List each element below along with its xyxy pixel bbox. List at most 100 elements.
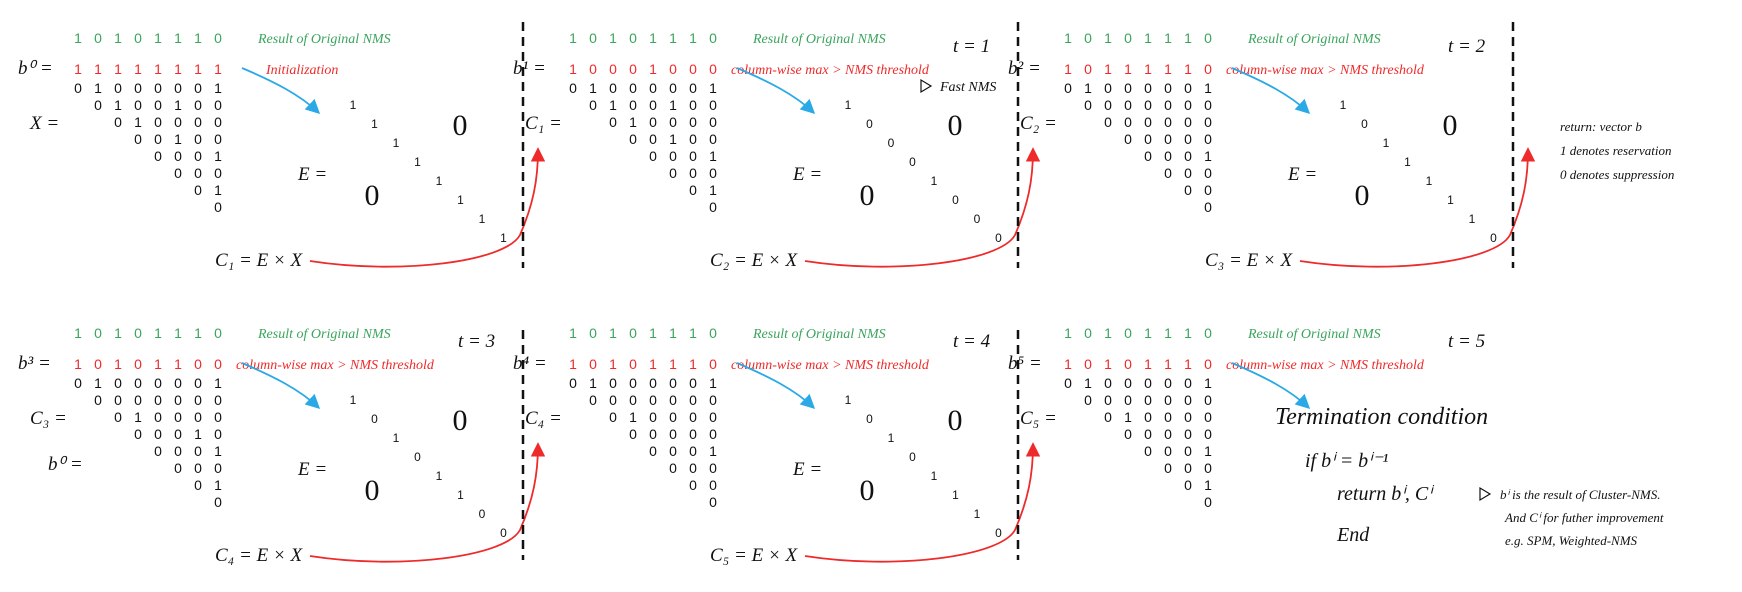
matrix-cell: 0 <box>1124 131 1132 147</box>
original-nms-digit: 1 <box>1144 30 1152 46</box>
original-nms-digit: 1 <box>74 30 82 46</box>
b-vector-digit: 1 <box>1184 356 1192 372</box>
matrix-cell: 1 <box>1204 477 1212 493</box>
b-vector-digit: 1 <box>154 356 162 372</box>
e-label: E = <box>792 164 822 185</box>
matrix-cell: 0 <box>689 131 697 147</box>
original-nms-digit: 1 <box>669 325 677 341</box>
matrix-cell: 0 <box>134 131 142 147</box>
matrix-cell: 0 <box>114 114 122 130</box>
e-lower-zero: 0 <box>860 474 875 507</box>
matrix-cell: 1 <box>1084 80 1092 96</box>
b-vector-digit: 1 <box>94 61 102 77</box>
matrix-cell: 1 <box>609 97 617 113</box>
blue-arrow <box>736 362 816 409</box>
matrix-cell: 0 <box>154 131 162 147</box>
matrix-cell: 0 <box>154 426 162 442</box>
original-nms-digit: 1 <box>154 30 162 46</box>
matrix-cell: 0 <box>114 409 122 425</box>
matrix-label: C₄ = <box>525 408 562 429</box>
e-diagonal-cell: 1 <box>393 431 400 445</box>
matrix-cell: 0 <box>114 375 122 391</box>
blue-arrow <box>241 362 321 409</box>
matrix-cell: 0 <box>1084 392 1092 408</box>
c-formula: C₄ = E × X <box>215 545 304 566</box>
original-nms-digit: 1 <box>609 30 617 46</box>
original-nms-digit: 1 <box>1064 30 1072 46</box>
matrix-cell: 0 <box>709 97 717 113</box>
matrix-cell: 0 <box>689 97 697 113</box>
matrix-cell: 0 <box>669 392 677 408</box>
e-diagonal-cell: 1 <box>393 136 400 150</box>
matrix-cell: 0 <box>174 409 182 425</box>
e-upper-zero: 0 <box>453 109 468 142</box>
matrix-cell: 0 <box>709 199 717 215</box>
matrix-cell: 0 <box>154 148 162 164</box>
matrix-cell: 0 <box>609 80 617 96</box>
e-diagonal-cell: 1 <box>371 117 378 131</box>
side-note-line: 0 denotes suppression <box>1560 167 1674 182</box>
matrix-cell: 1 <box>1204 443 1212 459</box>
original-nms-digit: 1 <box>1164 30 1172 46</box>
original-nms-digit: 1 <box>174 325 182 341</box>
original-nms-digit: 1 <box>649 325 657 341</box>
matrix-cell: 0 <box>174 148 182 164</box>
matrix-cell: 0 <box>154 375 162 391</box>
b-vector-digit: 1 <box>194 61 202 77</box>
e-diagonal-cell: 1 <box>436 174 443 188</box>
e-lower-zero: 0 <box>365 474 380 507</box>
matrix-cell: 0 <box>74 375 82 391</box>
b-vector-digit: 0 <box>194 356 202 372</box>
e-diagonal-cell: 1 <box>1404 155 1411 169</box>
matrix-cell: 1 <box>1204 375 1212 391</box>
b-vector-digit: 0 <box>1204 356 1212 372</box>
b-vector-digit: 1 <box>1164 356 1172 372</box>
b-vector-digit: 1 <box>569 356 577 372</box>
b-vector-digit: 1 <box>1124 61 1132 77</box>
b-vector-digit: 1 <box>114 356 122 372</box>
b-vector-label: b¹ = <box>513 58 546 79</box>
matrix-cell: 0 <box>689 426 697 442</box>
matrix-cell: 0 <box>1184 80 1192 96</box>
original-nms-digit: 0 <box>94 30 102 46</box>
panel-4: 1 0 1 0 1 1 1 0 Result of Original NMS t = 4b⁴ = 1… <box>513 325 1041 566</box>
matrix-cell: 1 <box>1204 148 1212 164</box>
matrix-cell: 1 <box>1124 409 1132 425</box>
fast-nms-label: Fast NMS <box>939 80 996 95</box>
b-vector-digit: 0 <box>1124 356 1132 372</box>
c-formula: C₅ = E × X <box>710 545 799 566</box>
matrix-cell: 1 <box>589 375 597 391</box>
matrix-cell: 0 <box>669 165 677 181</box>
e-diagonal-cell: 1 <box>974 507 981 521</box>
matrix-cell: 0 <box>114 80 122 96</box>
original-nms-digit: 0 <box>1084 325 1092 341</box>
matrix-cell: 0 <box>689 114 697 130</box>
side-note: return: vector b 1 denotes reservation 0… <box>1560 119 1674 182</box>
original-nms-digit: 1 <box>689 30 697 46</box>
e-diagonal-cell: 1 <box>931 469 938 483</box>
matrix-cell: 0 <box>1064 375 1072 391</box>
matrix-cell: 0 <box>1064 80 1072 96</box>
termination-if: if bⁱ = bⁱ⁻¹ <box>1305 450 1388 472</box>
matrix-cell: 0 <box>154 443 162 459</box>
e-diagonal-cell: 0 <box>909 450 916 464</box>
condition-label: column-wise max > NMS threshold <box>731 63 930 78</box>
b-vector-digit: 1 <box>174 356 182 372</box>
matrix-cell: 0 <box>194 131 202 147</box>
matrix-cell: 0 <box>134 80 142 96</box>
matrix-cell: 1 <box>709 148 717 164</box>
matrix-label: C₁ = <box>525 113 562 134</box>
matrix-cell: 0 <box>174 80 182 96</box>
matrix-cell: 0 <box>194 443 202 459</box>
matrix-cell: 0 <box>709 426 717 442</box>
matrix-cell: 0 <box>94 392 102 408</box>
matrix-cell: 0 <box>1104 80 1112 96</box>
b-vector-digit: 0 <box>689 61 697 77</box>
matrix-cell: 0 <box>1204 114 1212 130</box>
matrix-cell: 0 <box>1184 182 1192 198</box>
matrix-cell: 0 <box>669 426 677 442</box>
e-diagonal-cell: 1 <box>1447 193 1454 207</box>
matrix-cell: 0 <box>689 392 697 408</box>
iteration-label: t = 2 <box>1448 36 1486 57</box>
matrix-cell: 0 <box>1104 375 1112 391</box>
